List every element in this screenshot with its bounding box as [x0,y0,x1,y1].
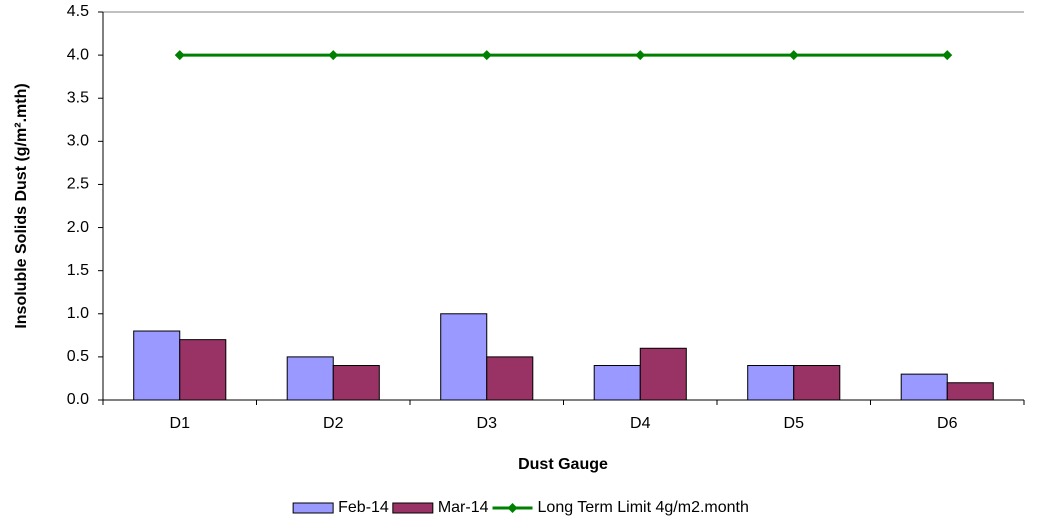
bar [332,365,380,401]
line-marker [328,50,339,61]
bar [793,365,841,401]
y-tick-label: 2.0 [67,219,89,236]
line-marker [788,50,799,61]
legend-swatch [392,502,434,514]
bar [900,373,948,401]
bar [179,339,227,401]
x-axis-title: Dust Gauge [518,456,608,473]
legend-label: Mar-14 [438,499,489,516]
y-tick-label: 4.0 [67,46,89,63]
bar [747,365,795,401]
y-tick-label: 2.5 [67,176,89,193]
legend-label: Feb-14 [338,499,389,516]
y-tick-label: 4.5 [67,3,89,20]
x-tick-label: D5 [784,415,805,432]
line-marker [942,50,953,61]
bar [593,365,641,401]
legend-label: Long Term Limit 4g/m2.month [538,499,749,516]
y-tick-label: 1.0 [67,305,89,322]
bar [639,347,687,401]
y-tick-label: 1.5 [67,262,89,279]
y-tick-label: 3.0 [67,133,89,150]
x-tick-label: D6 [937,415,958,432]
y-tick-label: 0.0 [67,391,89,408]
bar [286,356,334,401]
bar [486,356,534,401]
line-marker [174,50,185,61]
bar [133,330,181,401]
y-axis-title: Insoluble Solids Dust (g/m².mth) [13,83,30,328]
y-tick-label: 0.5 [67,348,89,365]
legend-marker [507,503,518,513]
bar [440,313,488,401]
x-tick-label: D1 [170,415,191,432]
x-tick-label: D2 [323,415,344,432]
y-tick-label: 3.5 [67,89,89,106]
bar [946,382,994,401]
line-marker [635,50,646,61]
line-marker [481,50,492,61]
x-tick-label: D4 [630,415,651,432]
legend-swatch [292,502,334,514]
x-tick-label: D3 [477,415,498,432]
